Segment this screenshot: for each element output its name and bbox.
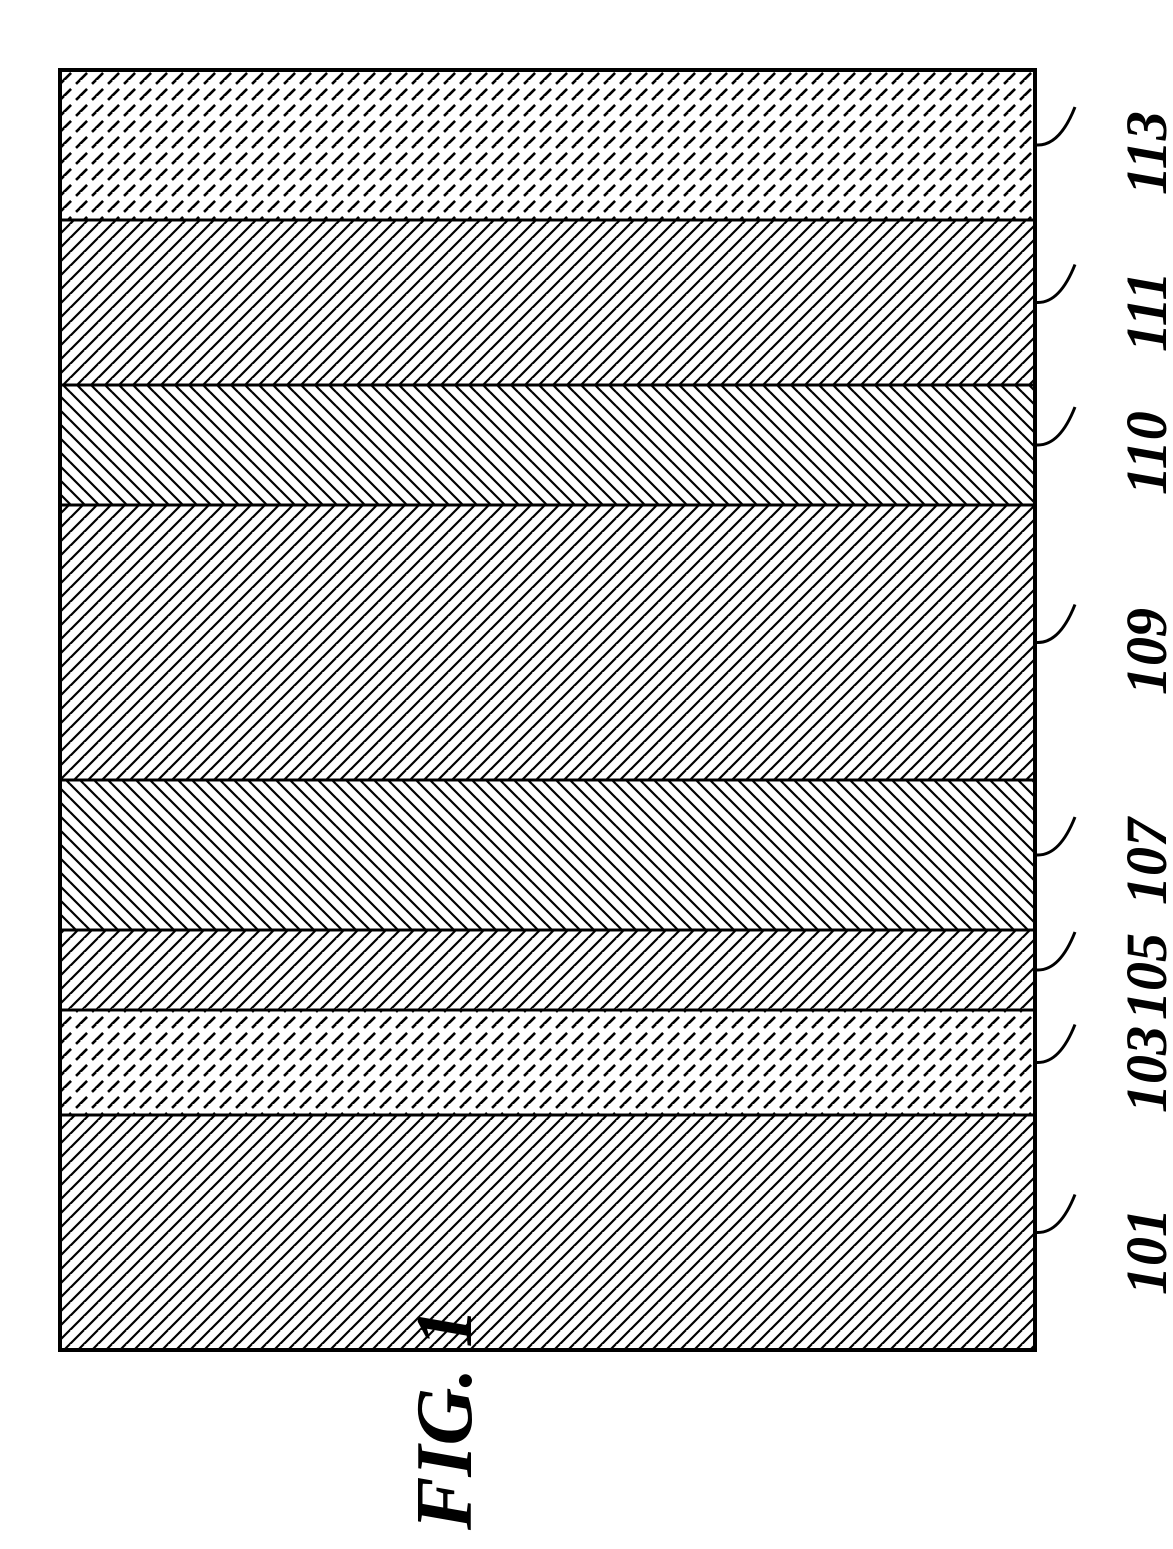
callout-line-109 [1035,605,1075,643]
callout-line-101 [1035,1195,1075,1233]
layer-label-103: 103 [1113,1026,1173,1113]
layer-103 [60,1010,1035,1115]
callout-line-103 [1035,1025,1075,1063]
layer-113 [60,70,1035,220]
layer-label-111: 111 [1113,271,1173,352]
layer-stack-diagram [0,0,1173,1549]
layer-label-101: 101 [1113,1208,1173,1295]
callout-line-107 [1035,817,1075,855]
layer-label-109: 109 [1113,608,1173,695]
figure-page: 113 111 110 109 107 105103 101 FIG. 1 [0,0,1173,1549]
callout-line-113 [1035,107,1075,145]
callout-line-110 [1035,407,1075,445]
layer-105 [60,930,1035,1010]
layer-label-105: 105 [1113,933,1173,1020]
callout-line-111 [1035,265,1075,303]
layer-label-110: 110 [1113,411,1173,495]
layer-111 [60,220,1035,385]
layer-label-113: 113 [1113,111,1173,195]
figure-caption: FIG. 1 [400,1308,491,1530]
layer-101 [60,1115,1035,1350]
callout-line-105 [1035,932,1075,970]
layer-107 [60,780,1035,930]
layer-109 [60,505,1035,780]
layer-110 [60,385,1035,505]
layer-label-107: 107 [1113,818,1173,905]
